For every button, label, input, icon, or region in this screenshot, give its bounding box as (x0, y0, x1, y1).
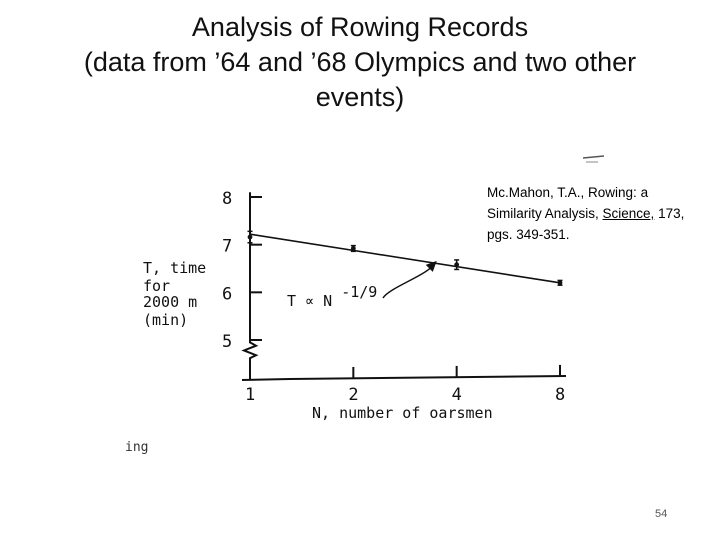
annotation-text: T ∝ N (287, 292, 332, 310)
title-line-2: (data from ’64 and ’68 Olympics and two … (83, 47, 637, 77)
y-tick-label: 7 (222, 237, 232, 257)
title-line-3: events) (315, 82, 405, 112)
data-point (454, 259, 460, 271)
svg-text:T ∝ N -1/9: T ∝ N -1/9 (287, 283, 377, 310)
power-law-annotation: T ∝ N -1/9 (287, 260, 437, 310)
scan-mark (582, 155, 605, 159)
y-axis-label-line: (min) (143, 311, 188, 329)
x-tick-label: 8 (555, 385, 565, 405)
y-axis-label-line: for (143, 277, 170, 295)
x-axis-line (241, 375, 567, 381)
x-tick-label: 4 (452, 385, 462, 405)
page-number: 54 (655, 508, 668, 520)
x-axis-label: N, number of oarsmen (312, 404, 493, 422)
annotation-arrowhead (425, 260, 437, 272)
data-point (350, 244, 356, 253)
y-axis-line (241, 192, 259, 380)
data-point (247, 230, 253, 244)
axes (241, 192, 567, 381)
citation-journal: Science, (602, 206, 655, 221)
citation-authors: Mc.Mahon, T.A., Rowing: a Similarity Ana… (487, 185, 649, 221)
cropped-text-fragment: ing (125, 440, 148, 455)
x-tick-label: 1 (245, 385, 255, 405)
y-axis-label-line: 2000 m (143, 293, 197, 311)
fit-line (249, 233, 561, 284)
data-points (247, 230, 563, 286)
y-axis-label: T, time for 2000 m (min) (143, 259, 206, 329)
y-axis-label-line: T, time (143, 259, 206, 277)
x-tick-label: 2 (348, 385, 358, 405)
citation: Mc.Mahon, T.A., Rowing: a Similarity Ana… (487, 182, 702, 245)
annotation-arrow (382, 265, 434, 299)
y-ticks: 5 6 7 8 (222, 189, 262, 352)
y-tick-label: 5 (222, 332, 232, 352)
title-line-1: Analysis of Rowing Records (191, 12, 529, 42)
slide-title: Analysis of Rowing Records (data from ’6… (20, 10, 700, 115)
y-tick-label: 6 (222, 284, 232, 304)
annotation-exponent: -1/9 (341, 283, 377, 301)
x-ticks: 1 2 4 8 (245, 364, 565, 405)
data-point (557, 279, 563, 286)
y-tick-label: 8 (222, 189, 232, 209)
citation-volume-pages: 173, pgs. 349-351. (487, 206, 685, 242)
